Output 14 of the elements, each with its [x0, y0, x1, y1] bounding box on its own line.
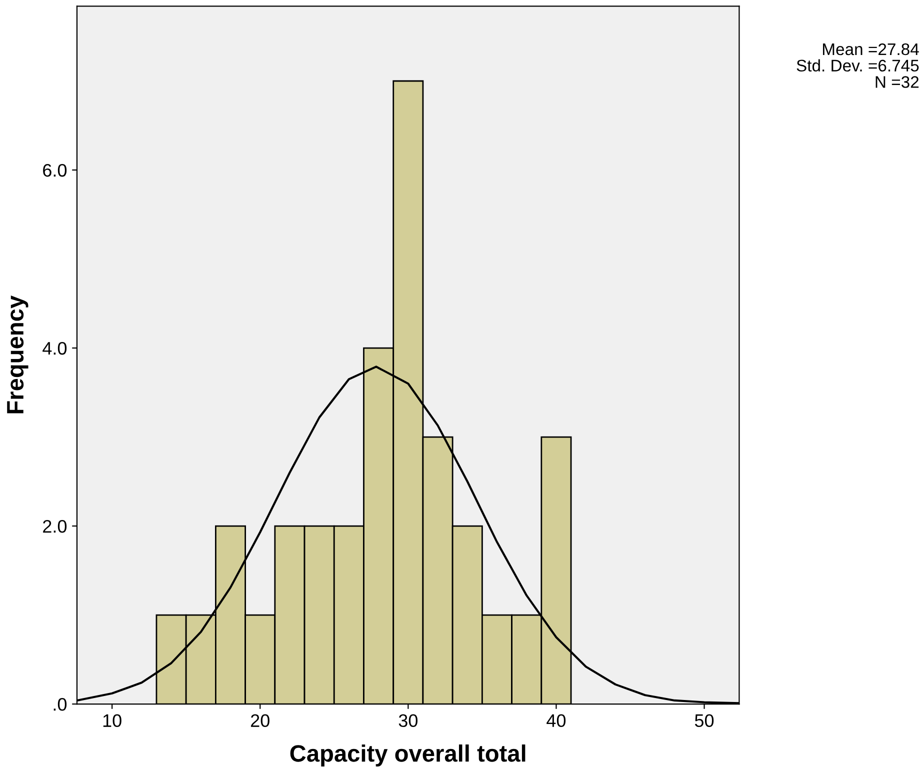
y-tick-label: 6.0 — [43, 164, 67, 177]
x-tick-label: 50 — [694, 714, 714, 728]
text: Std. Dev. =6.745 — [796, 59, 919, 72]
text: N =32 — [876, 76, 919, 88]
x-tick-label: 40 — [546, 714, 566, 728]
y-tick-label: 4.0 — [42, 342, 67, 355]
y-axis-title: Frequency — [7, 296, 28, 414]
x-tick-label: 10 — [103, 714, 122, 728]
x-axis-title: Capacity overall total — [290, 744, 526, 766]
y-tick-label: 2.0 — [43, 520, 67, 533]
x-tick-label: 30 — [398, 714, 418, 728]
y-tick-label: .0 — [54, 698, 67, 711]
text: Mean =27.84 — [822, 43, 919, 56]
x-tick-label: 20 — [250, 714, 270, 728]
